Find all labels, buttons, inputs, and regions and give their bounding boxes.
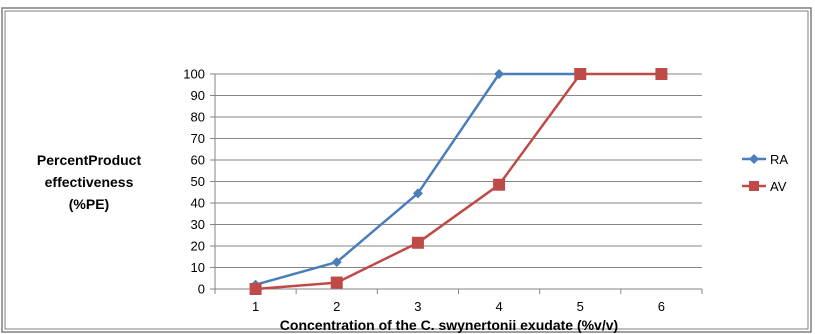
y-axis-title-line-2: effectiveness [45,174,134,190]
legend-av-marker [749,181,759,191]
x-tick-label: 6 [658,299,665,314]
chart-inner-border [4,10,809,330]
data-point-ra [412,188,423,199]
series-line-av [255,72,662,291]
y-tick-label: 40 [191,196,205,211]
x-tick-label: 3 [414,299,421,314]
x-tick-labels: 1 2 3 4 5 6 [252,299,665,314]
chart-outer-border [1,7,812,333]
data-point-ra [494,69,505,79]
x-tick-label: 2 [333,299,340,314]
y-tick-label: 30 [191,217,205,232]
series-line-ra [255,72,581,286]
y-tick-labels: 0 10 20 30 40 50 60 70 80 90 100 [183,67,205,297]
y-tick-label: 10 [191,260,205,275]
legend: RA AV [742,152,788,194]
legend-label-av: AV [770,179,787,194]
y-axis-title-line-1: PercentProduct [37,152,142,168]
data-point-av [655,68,668,80]
x-tick-label: 4 [495,299,502,314]
y-tick-label: 100 [183,67,205,82]
data-point-av [249,283,262,295]
data-point-ra [331,257,342,268]
data-point-av [493,178,506,191]
y-tick-label: 80 [191,110,205,125]
data-point-av [330,276,343,289]
legend-ra-marker [749,154,759,164]
y-tick-label: 50 [191,174,205,189]
y-tick-label: 90 [191,88,205,103]
grid-lines [215,73,702,268]
y-tick-label: 20 [191,239,205,254]
y-tick-label: 0 [198,282,205,297]
axes [210,73,703,294]
data-point-av [411,236,424,249]
y-tick-label: 70 [191,131,205,146]
x-tick-label: 1 [252,299,259,314]
x-axis-title: Concentration of the C. swynertonii exud… [280,317,618,333]
data-point-av [574,68,587,80]
y-tick-label: 60 [191,153,205,168]
x-tick-label: 5 [577,299,584,314]
data-series [249,68,668,295]
legend-label-ra: RA [770,152,788,167]
y-axis-title-line-3: (%PE) [69,196,109,212]
